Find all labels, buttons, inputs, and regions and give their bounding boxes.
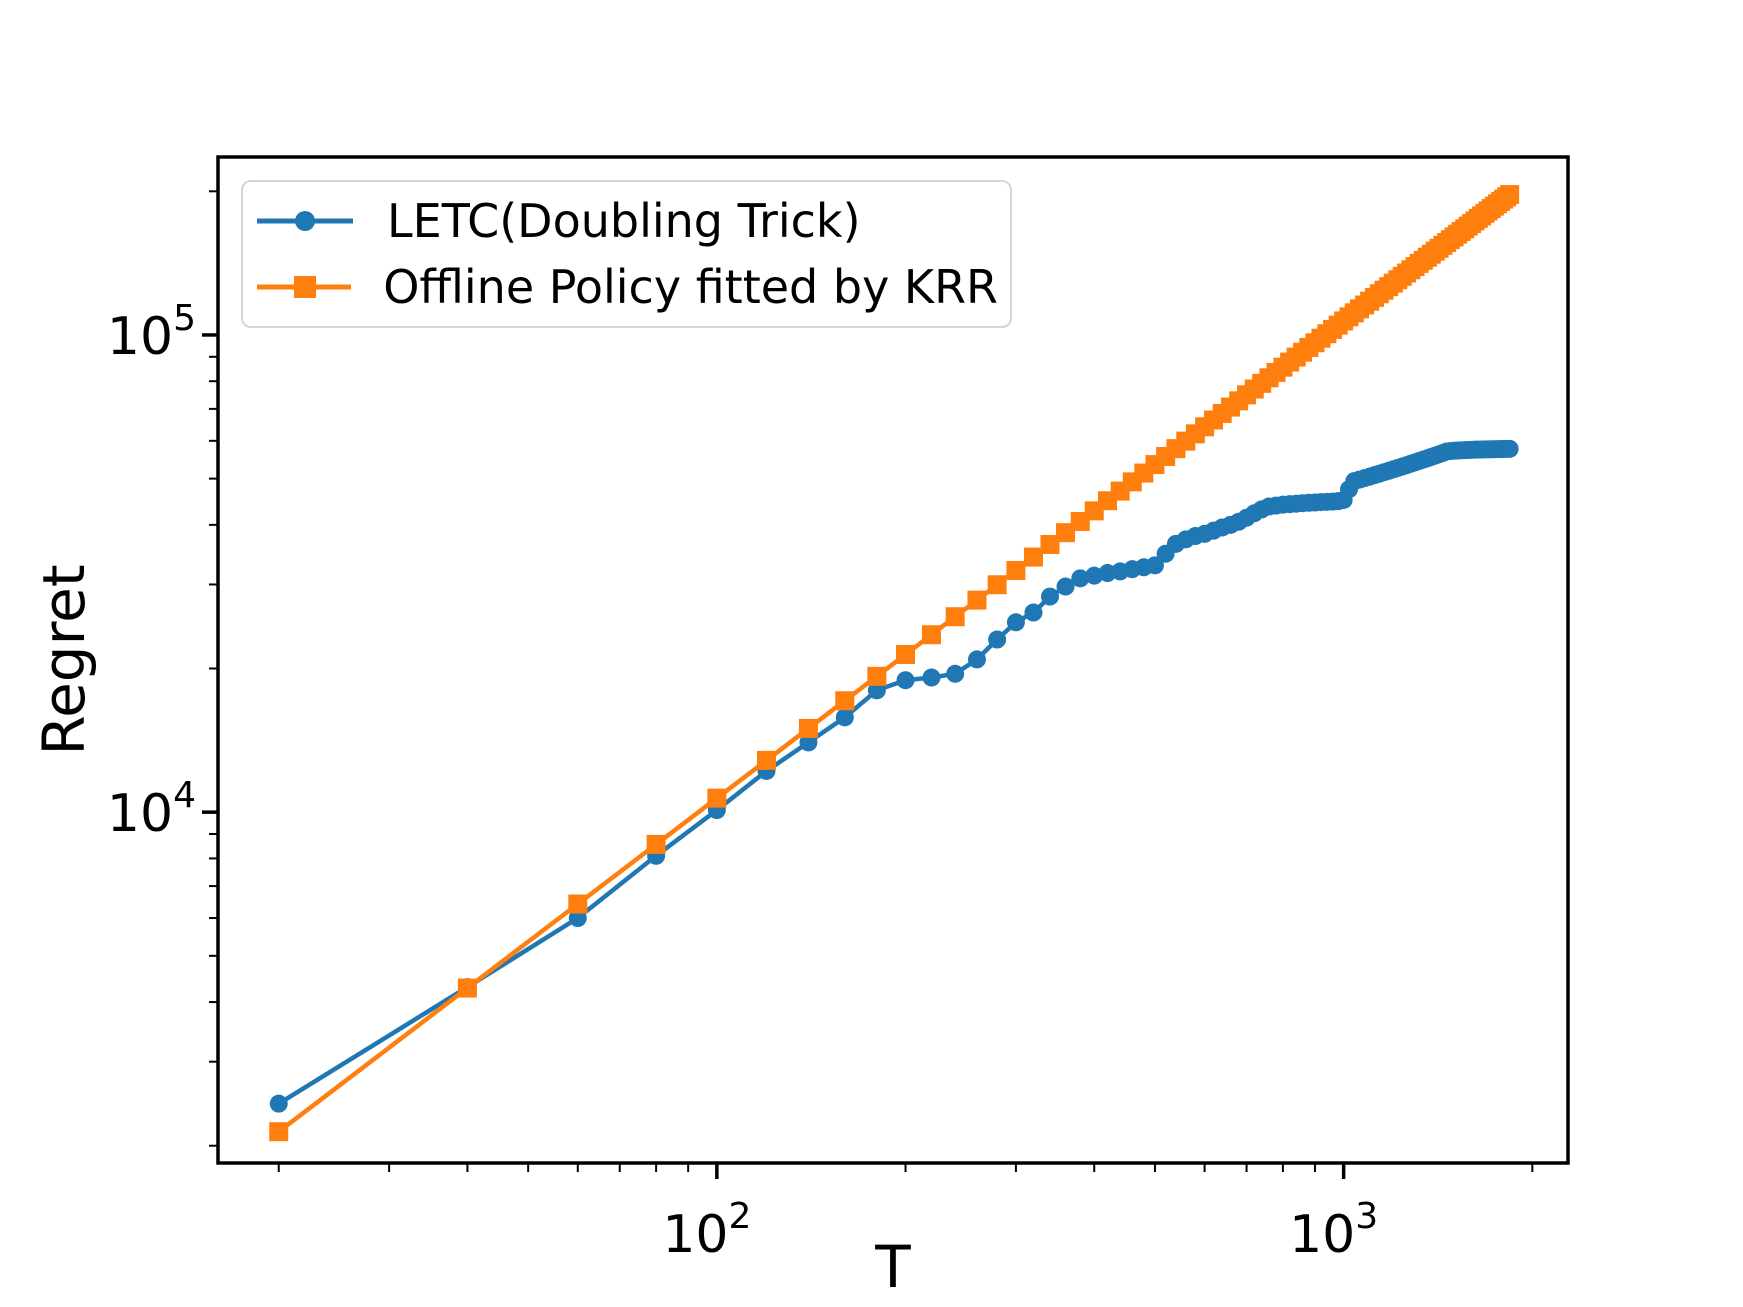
series-marker-1 — [1006, 560, 1026, 580]
series-marker-0 — [269, 1094, 288, 1113]
legend-label-offline: Offline Policy fitted by KRR — [383, 260, 998, 314]
legend-sample-letc — [257, 211, 353, 231]
series-marker-1 — [967, 590, 987, 610]
series-marker-0 — [1145, 556, 1164, 575]
series-marker-1 — [987, 575, 1007, 595]
series-marker-0 — [1500, 439, 1519, 458]
series-marker-1 — [756, 750, 776, 770]
series-marker-0 — [1006, 613, 1025, 632]
series-marker-1 — [945, 607, 965, 627]
legend-label-letc: LETC(Doubling Trick) — [387, 194, 861, 248]
series-marker-1 — [1023, 547, 1043, 567]
series-marker-0 — [988, 630, 1007, 649]
series-marker-0 — [835, 708, 854, 727]
legend-sample-offline — [257, 276, 352, 298]
series-marker-0 — [867, 681, 886, 700]
legend: LETC(Doubling Trick) Offline Policy fitt… — [241, 180, 1012, 328]
x-tick-label: 103 — [1289, 1196, 1378, 1265]
series-marker-0 — [1056, 577, 1075, 596]
series-marker-0 — [922, 668, 941, 687]
series-marker-1 — [1040, 535, 1060, 555]
x-tick-label: 102 — [662, 1196, 751, 1265]
legend-item-offline: Offline Policy fitted by KRR — [255, 258, 998, 316]
series-marker-1 — [1500, 185, 1520, 205]
series-marker-0 — [1040, 587, 1059, 606]
series-marker-0 — [967, 650, 986, 669]
y-axis-label: Regret — [30, 564, 98, 756]
series-marker-1 — [921, 625, 941, 645]
series-line-0 — [276, 446, 1512, 1106]
series-marker-1 — [798, 718, 818, 738]
series-marker-1 — [646, 834, 666, 854]
series-marker-1 — [835, 691, 855, 711]
legend-square-marker-icon — [294, 276, 316, 298]
y-tick-label: 105 — [107, 298, 196, 367]
legend-circle-marker-icon — [295, 211, 315, 231]
series-marker-0 — [1071, 569, 1090, 588]
series-marker-1 — [707, 788, 727, 808]
series-marker-1 — [896, 644, 916, 664]
axes-frame — [216, 155, 1570, 1165]
series-marker-0 — [799, 733, 818, 752]
series-marker-1 — [867, 666, 887, 686]
series-marker-1 — [269, 1122, 289, 1142]
series-marker-1 — [568, 894, 588, 914]
series-marker-0 — [896, 671, 915, 690]
series-marker-0 — [568, 909, 587, 928]
legend-item-letc: LETC(Doubling Trick) — [255, 192, 998, 250]
series-marker-0 — [1024, 603, 1043, 622]
series-marker-0 — [946, 664, 965, 683]
y-tick-label: 104 — [107, 775, 196, 844]
series-marker-1 — [457, 978, 477, 998]
x-axis-label: T — [875, 1233, 911, 1301]
series-marker-1 — [1056, 523, 1076, 543]
